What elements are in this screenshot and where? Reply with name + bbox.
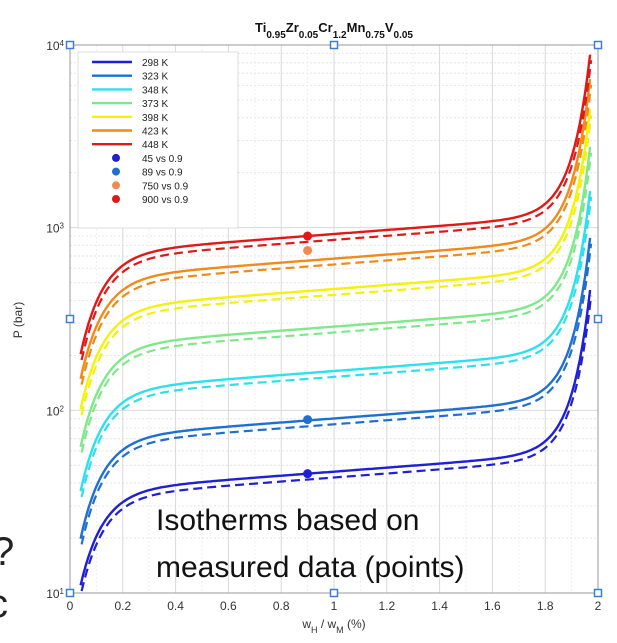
x-tick-label: 1.2 bbox=[378, 599, 395, 613]
resize-handle[interactable] bbox=[67, 316, 74, 323]
x-tick-label: 1.6 bbox=[484, 599, 501, 613]
x-tick-label: 0 bbox=[67, 599, 74, 613]
x-tick-label: 1.8 bbox=[537, 599, 554, 613]
x-tick-label: 0.8 bbox=[273, 599, 290, 613]
legend: 298 K 323 K 348 K 373 K 398 K 423 K 448 K 45 vs… bbox=[78, 52, 238, 228]
legend-point-swatch bbox=[112, 168, 120, 176]
resize-handle[interactable] bbox=[331, 590, 338, 597]
legend-entry-label: 348 K bbox=[142, 85, 168, 96]
measured-point bbox=[303, 469, 312, 478]
legend-entry-label: 323 K bbox=[142, 72, 168, 83]
legend-point-swatch bbox=[112, 154, 120, 162]
x-tick-label: 0.2 bbox=[114, 599, 131, 613]
legend-entry-label: 448 K bbox=[142, 140, 168, 151]
resize-handle[interactable] bbox=[595, 316, 602, 323]
x-tick-label: 0.6 bbox=[220, 599, 237, 613]
resize-handle[interactable] bbox=[67, 42, 74, 49]
legend-entry-label: 45 vs 0.9 bbox=[142, 154, 183, 165]
legend-point-swatch bbox=[112, 181, 120, 189]
legend-entry-label: 900 vs 0.9 bbox=[142, 195, 189, 206]
x-tick-label: 1.4 bbox=[431, 599, 448, 613]
annotation-line-2: measured data (points) bbox=[156, 551, 465, 584]
resize-handle[interactable] bbox=[67, 590, 74, 597]
annotation-line-1: Isotherms based on bbox=[156, 504, 419, 537]
legend-entry-label: 398 K bbox=[142, 113, 168, 124]
clipped-edge-glyph-1: ? bbox=[0, 530, 14, 574]
x-tick-label: 2 bbox=[595, 599, 602, 613]
legend-entry-label: 298 K bbox=[142, 58, 168, 69]
legend-point-swatch bbox=[112, 195, 120, 203]
x-tick-label: 0.4 bbox=[167, 599, 184, 613]
legend-entry-label: 423 K bbox=[142, 127, 168, 138]
x-tick-label: 1 bbox=[331, 599, 338, 613]
measured-point bbox=[303, 246, 312, 255]
resize-handle[interactable] bbox=[595, 42, 602, 49]
resize-handle[interactable] bbox=[331, 42, 338, 49]
measured-point bbox=[303, 415, 312, 424]
clipped-edge-glyph-2: c bbox=[0, 582, 8, 626]
legend-entry-label: 373 K bbox=[142, 99, 168, 110]
resize-handle[interactable] bbox=[595, 590, 602, 597]
legend-entry-label: 89 vs 0.9 bbox=[142, 168, 183, 179]
measured-point bbox=[303, 232, 312, 241]
legend-entry-label: 750 vs 0.9 bbox=[142, 181, 189, 192]
y-axis-label: P (bar) bbox=[11, 302, 25, 338]
